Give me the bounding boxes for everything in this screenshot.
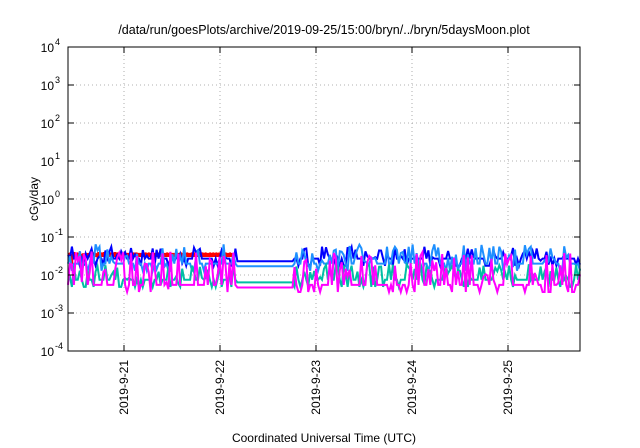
y-tick-exponent: 1	[55, 151, 60, 161]
y-tick-label: 10	[41, 155, 55, 169]
y-tick-label: 10	[41, 231, 55, 245]
y-tick-label: 10	[41, 269, 55, 283]
y-tick-exponent: 3	[55, 75, 60, 85]
x-tick-label: 2019-9-25	[501, 360, 515, 415]
series-line	[67, 248, 581, 296]
y-tick-exponent: -1	[55, 227, 63, 237]
y-tick-exponent: -3	[55, 303, 63, 313]
y-tick-exponent: 0	[55, 189, 60, 199]
y-axis-label: cGy/day	[27, 177, 41, 221]
y-tick-exponent: -4	[55, 341, 63, 351]
x-tick-label: 2019-9-21	[117, 360, 131, 415]
y-tick-exponent: 4	[55, 37, 60, 47]
y-tick-label: 10	[41, 193, 55, 207]
x-tick-label: 2019-9-23	[309, 360, 323, 415]
y-tick-label: 10	[41, 307, 55, 321]
y-tick-exponent: 2	[55, 113, 60, 123]
series-line	[67, 261, 581, 291]
series-line	[67, 242, 581, 275]
y-tick-label: 10	[41, 117, 55, 131]
series-layer	[67, 242, 581, 296]
y-tick-label: 10	[41, 345, 55, 359]
y-tick-label: 10	[41, 79, 55, 93]
grid-lines	[68, 47, 580, 351]
x-tick-label: 2019-9-24	[405, 360, 419, 415]
y-tick-exponent: -2	[55, 265, 63, 275]
x-axis-ticks: 2019-9-21 2019-9-22 2019-9-23 2019-9-24 2019…	[117, 47, 515, 415]
y-tick-label: 10	[41, 41, 55, 55]
x-axis-label: Coordinated Universal Time (UTC)	[232, 431, 416, 445]
x-tick-label: 2019-9-22	[213, 360, 227, 415]
chart-title: /data/run/goesPlots/archive/2019-09-25/1…	[118, 23, 530, 37]
